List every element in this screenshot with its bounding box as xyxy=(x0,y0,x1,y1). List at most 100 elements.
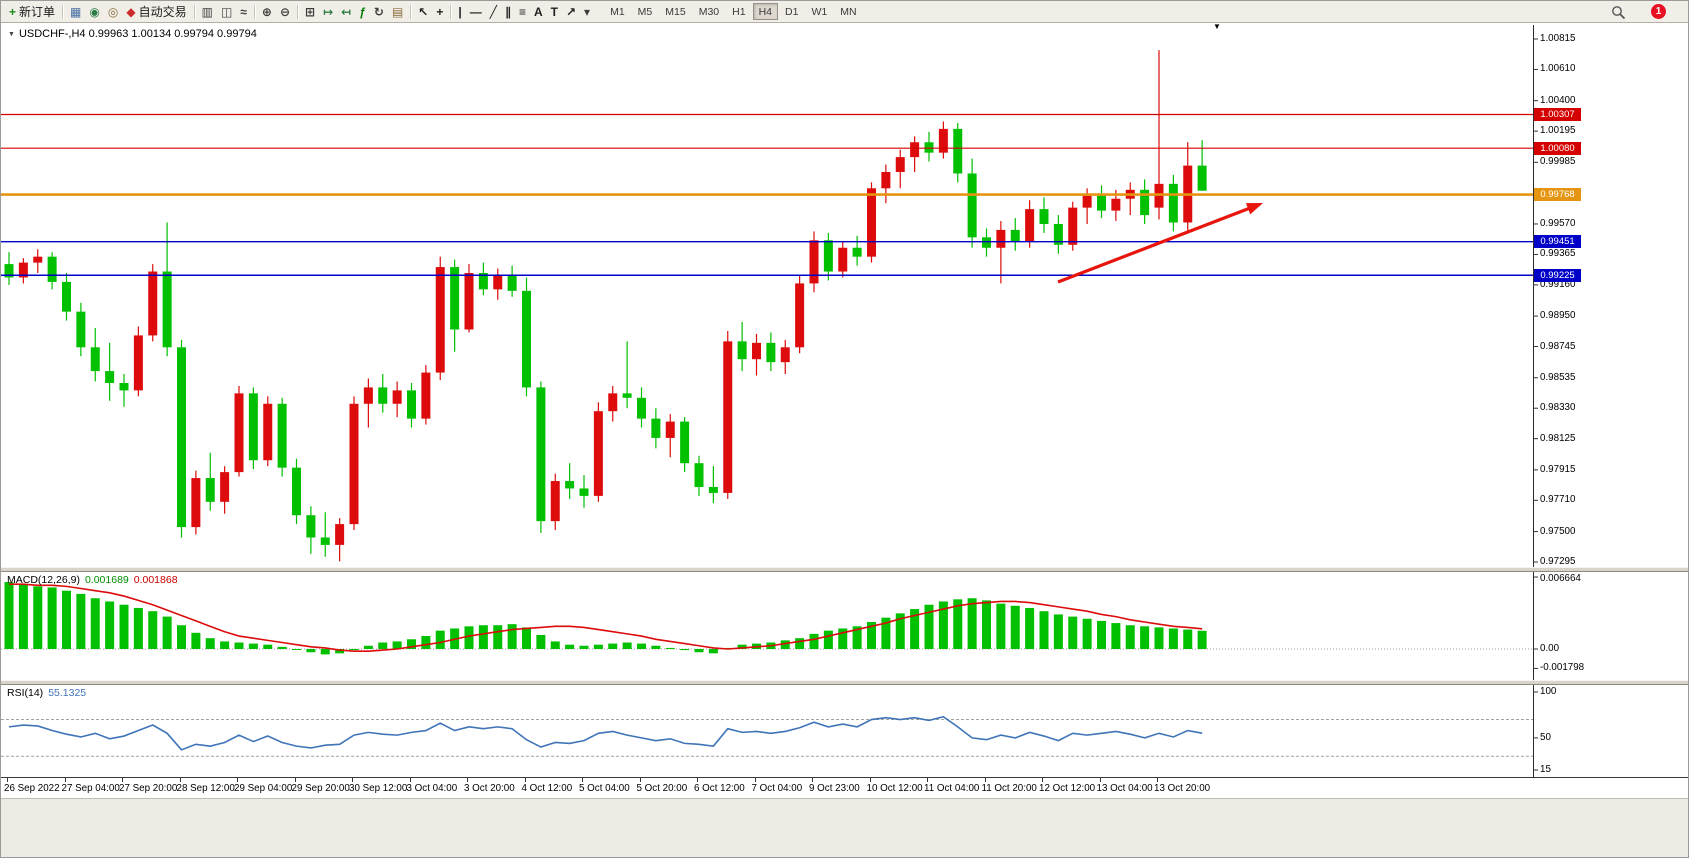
cursor-button[interactable]: ↖ xyxy=(414,3,432,21)
macd-name: MACD(12,26,9) xyxy=(7,574,80,586)
market-watch-button[interactable]: ◉ xyxy=(85,3,103,21)
templates-button[interactable]: ▤ xyxy=(388,3,407,21)
toolbar-divider xyxy=(450,4,452,19)
horizontal-line-icon: — xyxy=(469,4,482,19)
trend-arrow[interactable] xyxy=(1057,203,1263,284)
zoom-out-button[interactable]: ⊖ xyxy=(276,3,294,21)
channel-button[interactable]: ∥ xyxy=(501,3,515,21)
refresh-icon: ↻ xyxy=(373,4,384,19)
magnifier-icon[interactable] xyxy=(1611,5,1626,25)
macd-signal-value: 0.001868 xyxy=(133,574,178,586)
timeframe-m5[interactable]: M5 xyxy=(632,3,659,20)
time-axis-tick xyxy=(984,778,986,782)
time-axis-label: 11 Oct 20:00 xyxy=(981,783,1037,794)
crosshair-button[interactable]: + xyxy=(432,3,447,21)
notification-badge[interactable]: 1 xyxy=(1651,4,1666,19)
time-axis-tick xyxy=(294,778,296,782)
time-axis-label: 27 Sep 20:00 xyxy=(119,783,178,794)
macd-main-value: 0.001689 xyxy=(84,574,129,586)
text-label-button[interactable]: T xyxy=(547,3,562,21)
horizontal-line-button[interactable]: — xyxy=(466,3,486,21)
auto-scroll-icon: ↦ xyxy=(323,4,334,19)
indicators-button[interactable]: ƒ xyxy=(355,3,370,21)
toolbar-divider xyxy=(410,4,412,19)
fibonacci-button[interactable]: ≡ xyxy=(515,3,530,21)
expand-triangle-icon: ▼ xyxy=(8,30,15,38)
time-axis-label: 26 Sep 2022 xyxy=(4,783,60,794)
templates-icon: ▤ xyxy=(391,4,404,19)
toolbar-divider xyxy=(253,4,255,19)
timeframe-h1[interactable]: H1 xyxy=(726,3,751,20)
macd-label: MACD(12,26,9) 0.001689 0.001868 xyxy=(7,574,178,586)
tile-windows-button[interactable]: ⊞ xyxy=(301,3,319,21)
zoom-in-button[interactable]: ⊕ xyxy=(258,3,276,21)
vertical-line-button[interactable]: | xyxy=(454,3,465,21)
toolbar-items: + 新订单 ▦ ◉ ◎ ◆ 自动交易 ▥ ◫ ≈ ⊕ ⊖ ⊞ ↦ ↤ ƒ ↻ ▤ ↖ + | — ╱ ∥ ≡ A T ↗ ▾ xyxy=(5,3,594,21)
time-axis-tick xyxy=(237,778,238,782)
cursor-icon: ↖ xyxy=(418,4,429,19)
time-axis-label: 7 Oct 04:00 xyxy=(751,783,803,794)
timeframe-w1[interactable]: W1 xyxy=(805,3,833,20)
time-axis-tick xyxy=(639,778,641,782)
bar-chart-button[interactable]: ▥ xyxy=(198,3,217,21)
rsi-levels xyxy=(1,719,1533,757)
timeframe-m30[interactable]: M30 xyxy=(693,3,725,20)
time-axis-tick xyxy=(582,778,583,782)
time-axis-tick xyxy=(812,778,813,782)
bar-chart-icon: ▥ xyxy=(201,4,213,19)
time-axis-label: 9 Oct 23:00 xyxy=(809,783,860,794)
auto-trading-icon: ◆ xyxy=(126,4,136,19)
arrows-button[interactable]: ↗ xyxy=(562,3,580,21)
time-axis-label: 5 Oct 20:00 xyxy=(636,783,688,794)
rsi-value: 55.1325 xyxy=(48,687,87,699)
scroll-to-end-marker[interactable]: ▼ xyxy=(1213,22,1221,31)
timeframe-h4[interactable]: H4 xyxy=(752,3,779,20)
time-axis-tick xyxy=(64,778,66,782)
refresh-button[interactable]: ↻ xyxy=(370,3,388,21)
chart-title-text: USDCHF-,H4 0.99963 1.00134 0.99794 0.997… xyxy=(18,28,257,40)
market-watch-icon: ◉ xyxy=(89,4,100,19)
trendline-button[interactable]: ╱ xyxy=(486,3,501,21)
time-axis-label: 13 Oct 20:00 xyxy=(1154,783,1211,794)
trendline-icon: ╱ xyxy=(489,4,497,19)
auto-trading-button[interactable]: ◆ 自动交易 xyxy=(122,3,190,21)
timeframe-m15[interactable]: M15 xyxy=(659,3,691,20)
zoom-in-icon: ⊕ xyxy=(261,4,272,19)
timeframe-d1[interactable]: D1 xyxy=(779,3,804,20)
chart-shift-icon: ↤ xyxy=(341,4,352,19)
rsi-panel-separator[interactable] xyxy=(1,680,1688,685)
parallel-channel-icon: ∥ xyxy=(504,4,511,19)
rsi-name: RSI(14) xyxy=(7,687,44,699)
horizontal-line-objects[interactable] xyxy=(1,113,1533,276)
time-axis-label: 28 Sep 12:00 xyxy=(176,783,235,794)
candle-chart-button[interactable]: ◫ xyxy=(217,3,236,21)
time-axis[interactable]: 26 Sep 2022 27 Sep 04:00 27 Sep 20:00 28 Se… xyxy=(1,777,1688,798)
timeframe-mn[interactable]: MN xyxy=(834,3,862,20)
time-axis-tick xyxy=(754,778,756,782)
line-chart-button[interactable]: ≈ xyxy=(236,3,251,21)
time-axis-tick xyxy=(179,778,181,782)
time-axis-label: 3 Oct 04:00 xyxy=(406,783,458,794)
indicators-icon: ƒ xyxy=(359,4,366,19)
text-button[interactable]: A xyxy=(530,3,547,21)
timeframe-m1[interactable]: M1 xyxy=(604,3,631,20)
time-axis-label: 3 Oct 20:00 xyxy=(464,783,515,794)
macd-histogram xyxy=(1,582,1533,655)
charts-grid-button[interactable]: ▦ xyxy=(66,3,85,21)
auto-scroll-button[interactable]: ↦ xyxy=(319,3,337,21)
time-axis-label: 30 Sep 12:00 xyxy=(349,783,408,794)
time-axis-tick xyxy=(524,778,526,782)
time-axis-tick xyxy=(1157,778,1158,782)
fibonacci-icon: ≡ xyxy=(518,4,526,19)
toolbar-divider xyxy=(62,4,64,19)
macd-panel-separator[interactable] xyxy=(1,567,1688,572)
time-axis-label: 13 Oct 04:00 xyxy=(1096,783,1153,794)
chart-shift-button[interactable]: ↤ xyxy=(337,3,355,21)
new-order-button[interactable]: + 新订单 xyxy=(5,3,59,21)
crosshair-icon: + xyxy=(436,4,444,19)
objects-dropdown-button[interactable]: ▾ xyxy=(580,3,594,21)
time-axis-tick xyxy=(467,778,468,782)
data-window-button[interactable]: ◎ xyxy=(104,3,122,21)
